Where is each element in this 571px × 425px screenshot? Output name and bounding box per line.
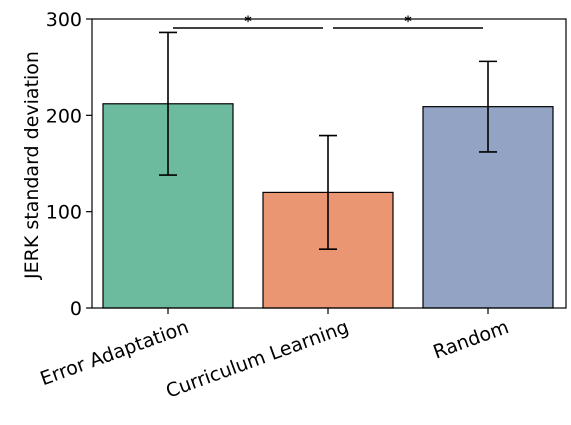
- y-tick-label: 100: [46, 202, 82, 224]
- plot-frame: [91, 18, 567, 309]
- significance-marker: *: [244, 14, 252, 30]
- y-tick-label: 0: [70, 298, 82, 320]
- x-tick-label: Curriculum Learning: [163, 316, 352, 403]
- x-tick-label: Random: [430, 316, 511, 364]
- significance-marker: *: [404, 14, 412, 30]
- y-tick-label: 200: [46, 105, 82, 127]
- y-axis-label: JERK standard deviation: [21, 51, 43, 280]
- y-tick-label: 300: [46, 9, 82, 31]
